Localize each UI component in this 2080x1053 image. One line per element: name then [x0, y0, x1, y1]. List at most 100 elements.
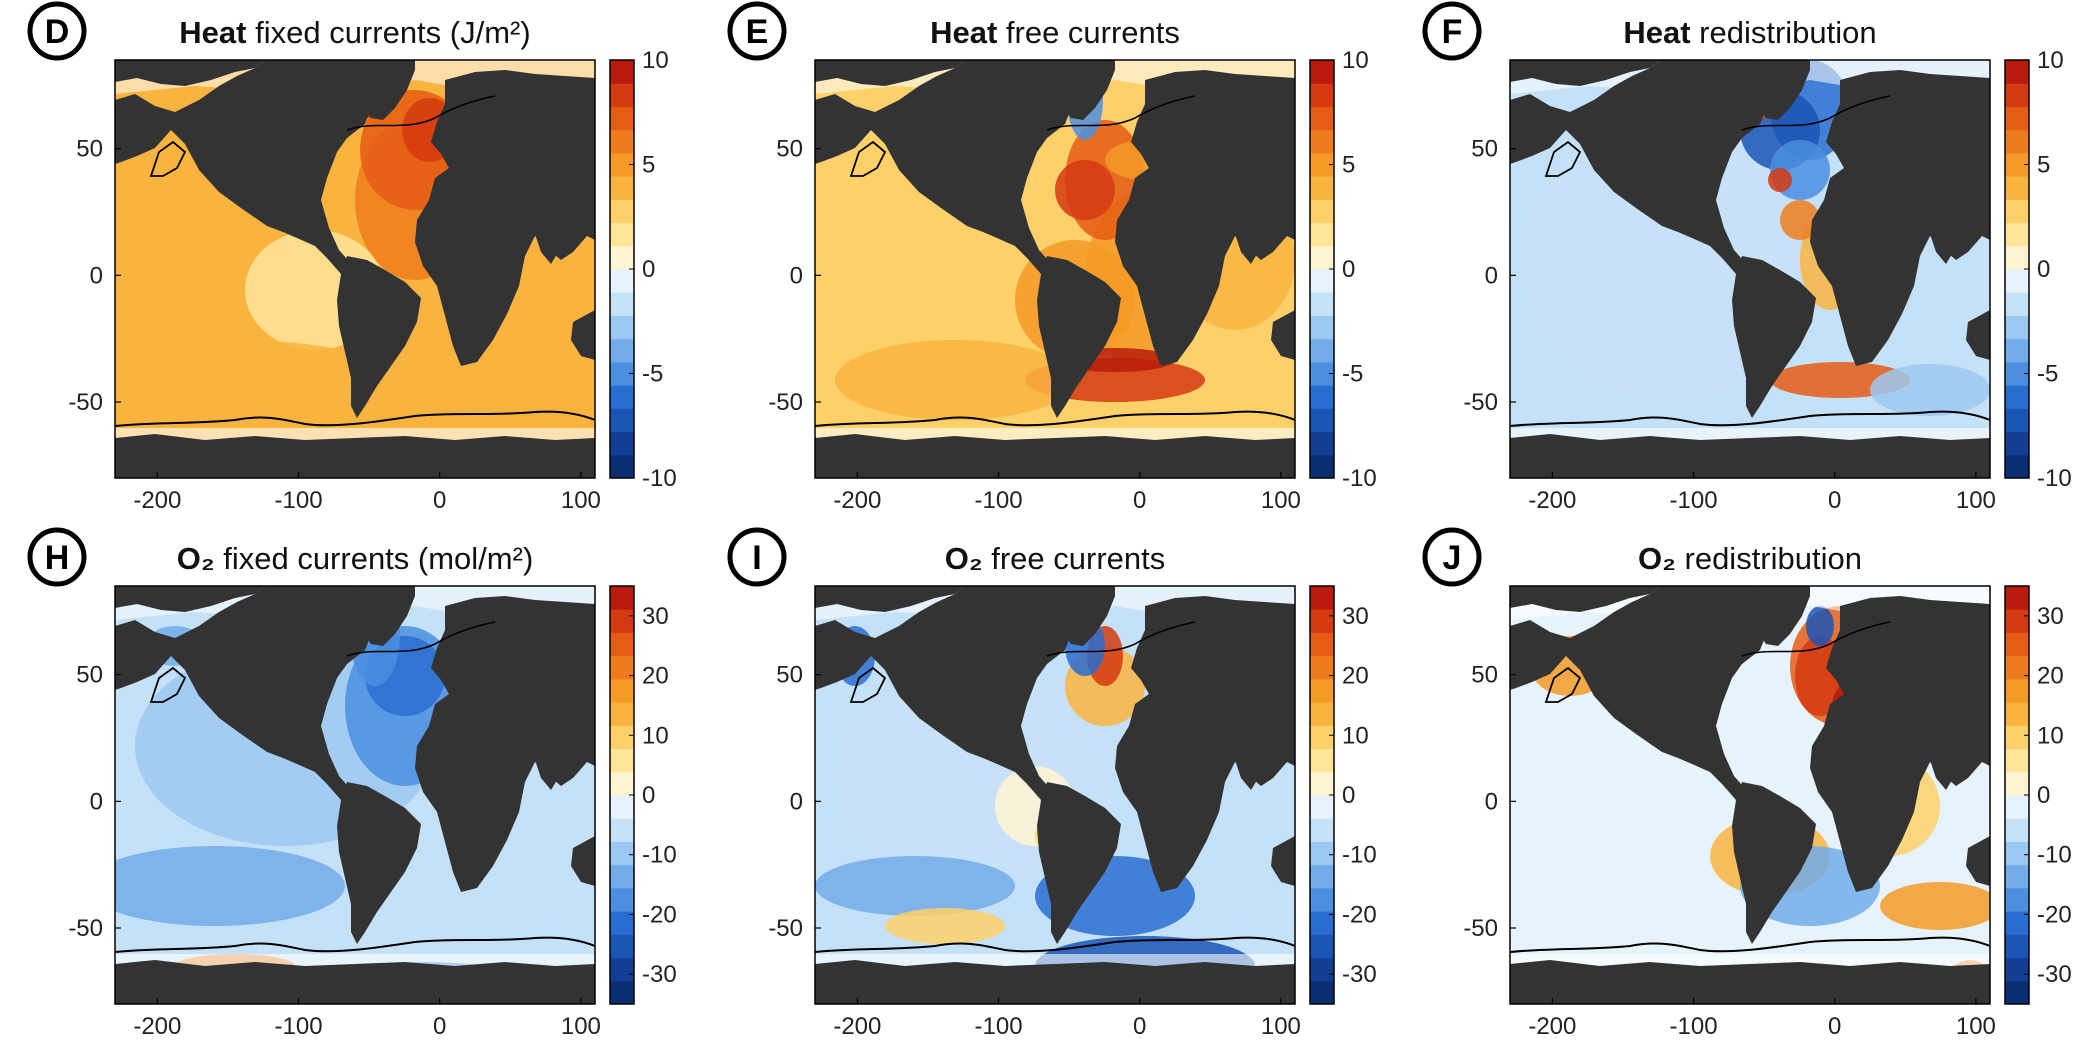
colorbar-tick-label: 20	[1342, 663, 1369, 690]
colorbar-tick-label: 5	[1342, 152, 1355, 179]
colorbar-step	[610, 315, 634, 340]
panel-label-badge: H	[27, 527, 87, 587]
colorbar-step	[1310, 771, 1334, 796]
colorbar-step	[2005, 361, 2029, 386]
panel-letter: D	[45, 13, 70, 51]
colorbar-tick-label: 30	[642, 603, 669, 630]
sea-ice-south	[815, 428, 1295, 440]
colorbar-step	[2005, 431, 2029, 456]
panel-title: O₂ fixed currents (mol/m²)	[177, 541, 534, 576]
colorbar-step	[1310, 454, 1334, 479]
colorbar-step	[1310, 957, 1334, 982]
colorbar: 30 20 10 0 -10 -20 -30	[1309, 585, 1377, 1005]
colorbar-step	[1310, 315, 1334, 340]
colorbar-step	[2005, 245, 2029, 270]
x-tick-label: 0	[433, 1013, 446, 1040]
colorbar-step	[1310, 609, 1334, 633]
colorbar-step	[1310, 748, 1334, 773]
field-contour	[345, 370, 585, 430]
y-tick-label: 0	[1485, 262, 1498, 289]
x-tick-label: 0	[1133, 1013, 1146, 1040]
colorbar-step	[2005, 129, 2029, 154]
colorbar-tick-label: -10	[642, 842, 677, 869]
colorbar-step	[2005, 269, 2029, 293]
panel-title: Heat redistribution	[1623, 15, 1876, 50]
colorbar-step	[610, 408, 634, 433]
colorbar-step	[610, 934, 634, 959]
colorbar-step	[610, 818, 634, 842]
colorbar-step	[2005, 176, 2029, 200]
y-tick-label: 50	[776, 136, 803, 163]
colorbar-tick-label: -20	[2037, 901, 2072, 928]
colorbar-step	[610, 338, 634, 363]
y-tick-label: -50	[68, 915, 103, 942]
colorbar: 10 5 0 -5 -10	[1309, 47, 1377, 492]
colorbar-step	[2005, 385, 2029, 409]
x-tick-label: 100	[561, 1013, 601, 1040]
x-tick-label: -100	[1670, 1013, 1718, 1040]
x-tick-label: -200	[1528, 1013, 1576, 1040]
panel-label-badge: E	[727, 1, 787, 61]
x-tick-label: -100	[975, 487, 1023, 514]
colorbar: 10 5 0 -5 -10	[2004, 47, 2072, 492]
colorbar-step	[1310, 632, 1334, 657]
colorbar-step	[1310, 887, 1334, 912]
field-contour	[1870, 364, 1990, 416]
colorbar-step	[1310, 980, 1334, 1005]
colorbar-step	[2005, 771, 2029, 796]
colorbar: 30 20 10 0 -10 -20 -30	[2004, 585, 2072, 1005]
colorbar-step	[610, 887, 634, 912]
colorbar-step	[1310, 934, 1334, 959]
colorbar-step	[610, 678, 634, 703]
colorbar-step	[1310, 176, 1334, 200]
colorbar-step	[1310, 338, 1334, 363]
colorbar-step	[2005, 934, 2029, 959]
colorbar-step	[1310, 60, 1334, 84]
y-tick-label: 0	[90, 788, 103, 815]
colorbar-step	[610, 771, 634, 796]
colorbar-step	[610, 222, 634, 247]
map-frame	[814, 59, 1296, 479]
colorbar-step	[1310, 408, 1334, 433]
colorbar-step	[610, 841, 634, 866]
colorbar-tick-label: -5	[1342, 361, 1363, 388]
panel-letter: J	[1443, 539, 1462, 577]
colorbar-step	[2005, 748, 2029, 773]
colorbar-step	[1310, 269, 1334, 293]
colorbar-step	[610, 60, 634, 84]
panel-e: E Heat free currents-200 -100 0 100500-50105…	[727, 1, 1377, 514]
colorbar-step	[610, 292, 634, 316]
colorbar-step	[2005, 83, 2029, 107]
colorbar-step	[2005, 678, 2029, 703]
colorbar-step	[610, 245, 634, 270]
colorbar-step	[610, 152, 634, 177]
colorbar-tick-label: 10	[642, 722, 669, 749]
colorbar-step	[2005, 454, 2029, 479]
x-tick-label: 100	[1261, 487, 1301, 514]
x-tick-label: 100	[1956, 1013, 1996, 1040]
colorbar-step	[2005, 725, 2029, 750]
colorbar-step	[610, 269, 634, 293]
colorbar-tick-label: 10	[1342, 722, 1369, 749]
x-tick-label: -100	[275, 1013, 323, 1040]
colorbar-step	[610, 361, 634, 386]
sea-ice-contour-atlantic	[1741, 621, 1891, 657]
colorbar-tick-label: 20	[2037, 663, 2064, 690]
colorbar-step	[2005, 818, 2029, 842]
colorbar-step	[2005, 292, 2029, 316]
y-tick-label: 50	[1471, 662, 1498, 689]
colorbar-step	[1310, 199, 1334, 224]
panel-title: Heat free currents	[930, 15, 1180, 50]
y-tick-label: -50	[68, 389, 103, 416]
sea-ice-south	[115, 954, 595, 966]
colorbar-step	[1310, 841, 1334, 866]
y-tick-label: 0	[790, 262, 803, 289]
colorbar-step	[610, 129, 634, 154]
colorbar-step	[2005, 152, 2029, 177]
colorbar-step	[2005, 702, 2029, 726]
colorbar-step	[1310, 586, 1334, 610]
colorbar-tick-label: -20	[642, 901, 677, 928]
colorbar-step	[2005, 199, 2029, 224]
y-tick-label: 0	[90, 262, 103, 289]
